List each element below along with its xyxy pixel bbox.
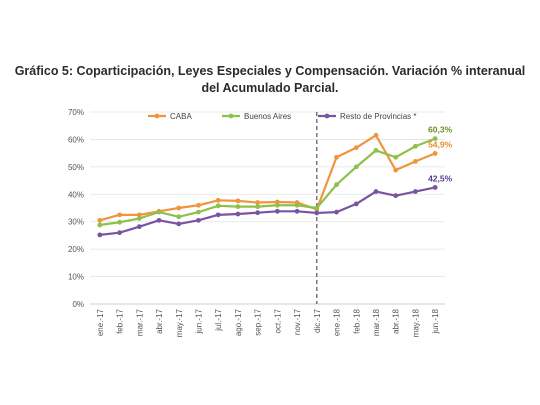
x-tick-label: jun.-18 — [431, 308, 440, 334]
data-point-caba — [393, 167, 399, 173]
data-point-buenos-aires — [255, 204, 261, 210]
data-point-resto-de-provincias — [373, 189, 379, 194]
data-point-buenos-aires — [334, 182, 339, 188]
data-point-buenos-aires — [353, 164, 359, 170]
data-point-buenos-aires — [235, 204, 241, 210]
data-point-caba — [373, 132, 379, 138]
legend-marker-caba — [154, 113, 160, 119]
data-point-caba — [196, 202, 201, 208]
x-tick-label: abr.-18 — [392, 308, 401, 333]
data-point-buenos-aires — [393, 154, 399, 160]
y-tick-label: 0% — [72, 300, 84, 309]
x-tick-label: nov.-17 — [293, 308, 302, 335]
data-point-buenos-aires — [373, 148, 379, 153]
x-axis: ene.-17 feb.-17 mar.-17 abr.-17 may.-17 jun.-… — [96, 308, 440, 337]
data-point-resto-de-provincias — [294, 208, 300, 214]
data-point-caba — [215, 197, 221, 203]
data-point-buenos-aires — [413, 143, 418, 149]
x-tick-label: ene.-17 — [96, 308, 105, 336]
data-point-buenos-aires — [432, 136, 438, 142]
y-tick-label: 20% — [68, 245, 84, 254]
data-point-caba — [432, 151, 438, 156]
legend-label-buenos-aires: Buenos Aires — [244, 112, 291, 121]
data-point-resto-de-provincias — [136, 224, 142, 230]
x-tick-label: ene.-18 — [333, 308, 342, 336]
data-point-caba — [334, 154, 339, 160]
x-tick-label: may.-17 — [175, 308, 184, 337]
data-point-resto-de-provincias — [156, 217, 162, 223]
data-point-resto-de-provincias — [196, 217, 201, 223]
data-label-buenos-aires: 60,3% — [428, 125, 453, 135]
data-point-buenos-aires — [196, 209, 201, 215]
data-point-caba — [413, 158, 418, 164]
y-tick-label: 70% — [68, 108, 84, 117]
series-line-resto-de-provincias — [98, 186, 437, 236]
x-tick-label: jul.-17 — [214, 308, 223, 331]
data-point-resto-de-provincias — [255, 210, 261, 216]
data-point-resto-de-provincias — [274, 208, 280, 214]
data-point-caba — [235, 198, 241, 204]
data-point-buenos-aires — [274, 202, 280, 208]
data-point-resto-de-provincias — [215, 212, 221, 218]
data-point-resto-de-provincias — [176, 221, 182, 227]
x-tick-label: sep.-17 — [254, 308, 263, 335]
x-tick-label: feb.-18 — [352, 308, 361, 333]
x-tick-label: jun.-17 — [194, 308, 203, 334]
y-tick-label: 30% — [68, 218, 84, 227]
data-point-caba — [117, 212, 122, 218]
x-tick-label: dic.-17 — [313, 308, 322, 333]
data-point-caba — [274, 199, 280, 205]
y-tick-label: 40% — [68, 190, 84, 199]
data-point-caba — [255, 200, 261, 205]
data-point-caba — [136, 212, 142, 218]
chart-title-line-1: Gráfico 5: Coparticipación, Leyes Especi… — [14, 64, 526, 78]
data-point-buenos-aires — [294, 202, 300, 208]
legend-label-caba: CABA — [170, 112, 192, 121]
y-tick-label: 10% — [68, 273, 84, 282]
x-tick-label: may.-18 — [411, 308, 420, 337]
legend-label-resto-de-provincias: Resto de Provincias * — [340, 112, 416, 121]
gridlines — [90, 111, 445, 305]
x-tick-label: feb.-17 — [116, 308, 125, 333]
data-point-buenos-aires — [314, 205, 320, 211]
data-point-caba — [353, 145, 359, 151]
data-point-resto-de-provincias — [413, 189, 418, 194]
series-line-caba — [98, 134, 437, 222]
legend-marker-buenos-aires — [228, 113, 234, 119]
data-point-resto-de-provincias — [334, 209, 339, 215]
data-point-resto-de-provincias — [314, 210, 320, 216]
data-labels: 60,3% 54,9% 42,5% — [428, 125, 453, 184]
data-point-caba — [97, 217, 103, 223]
x-tick-label: ago.-17 — [234, 308, 243, 336]
data-label-caba: 54,9% — [428, 139, 453, 149]
data-point-resto-de-provincias — [432, 185, 438, 190]
data-point-resto-de-provincias — [117, 230, 122, 236]
data-point-buenos-aires — [136, 216, 142, 221]
chart-title-line-2: del Acumulado Parcial. — [201, 81, 339, 95]
y-tick-label: 60% — [68, 135, 84, 144]
y-tick-label: 50% — [68, 163, 84, 172]
x-tick-label: abr.-17 — [155, 308, 164, 333]
x-tick-label: oct.-17 — [273, 308, 282, 333]
data-point-resto-de-provincias — [353, 201, 359, 207]
data-point-resto-de-provincias — [235, 211, 241, 217]
x-tick-label: mar.-17 — [135, 308, 144, 336]
x-tick-label: mar.-18 — [372, 308, 381, 336]
data-point-resto-de-provincias — [393, 193, 399, 199]
data-point-buenos-aires — [117, 219, 122, 225]
legend: CABA Buenos Aires Resto de Provincias * — [148, 112, 416, 121]
series-line-buenos-aires — [98, 137, 437, 227]
chart-title: Gráfico 5: Coparticipación, Leyes Especi… — [0, 63, 540, 97]
data-point-buenos-aires — [97, 222, 103, 228]
data-point-resto-de-provincias — [97, 232, 103, 238]
data-point-buenos-aires — [215, 203, 221, 209]
legend-marker-resto-de-provincias — [324, 113, 330, 119]
data-point-buenos-aires — [156, 209, 162, 215]
y-axis: 0% 10% 20% 30% 40% 50% 60% 70% — [68, 108, 84, 309]
series-group — [97, 132, 438, 238]
data-point-buenos-aires — [176, 214, 182, 220]
data-point-caba — [176, 205, 182, 211]
data-label-resto-de-provincias: 42,5% — [428, 173, 453, 183]
